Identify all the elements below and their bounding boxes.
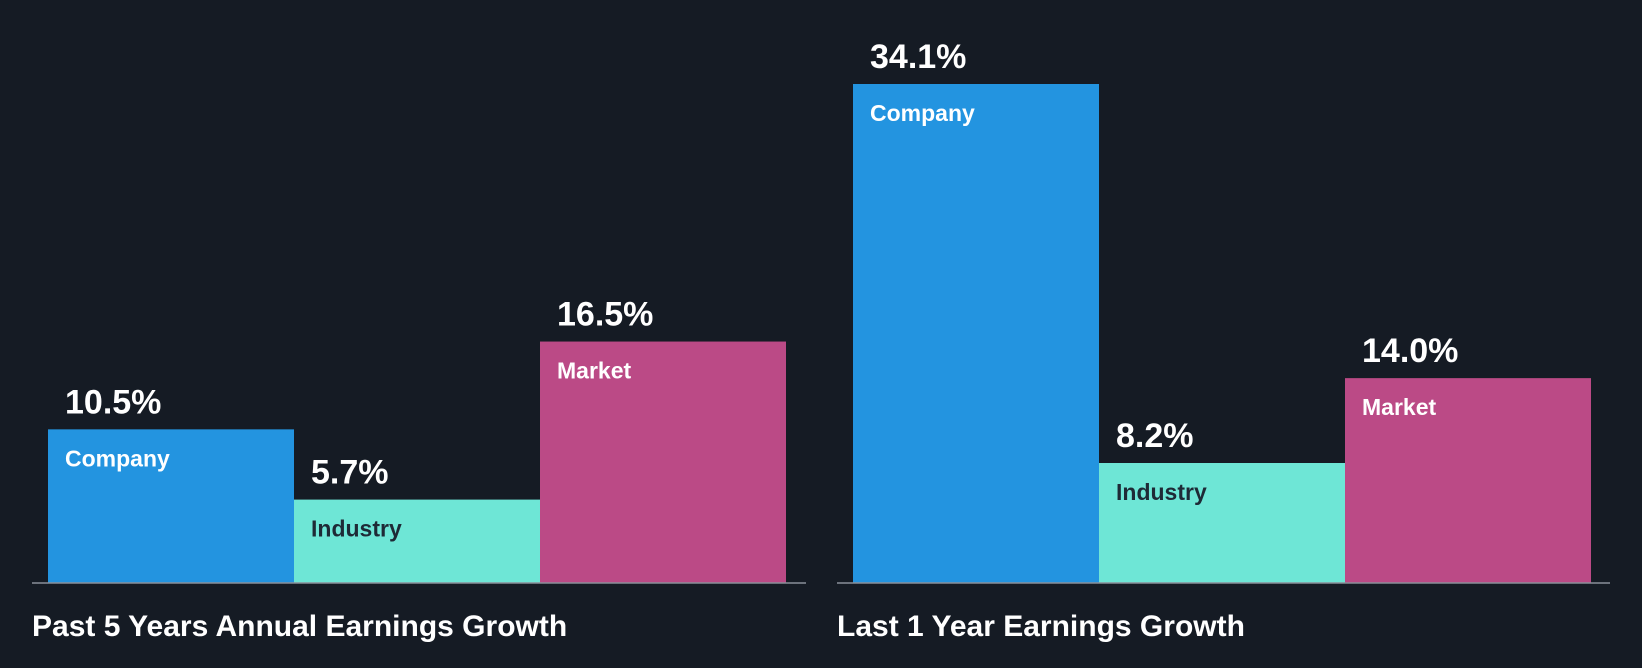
value-label-company: 10.5% (65, 383, 161, 421)
value-label-market: 14.0% (1362, 332, 1458, 370)
bar-company (853, 84, 1099, 583)
chart-title: Past 5 Years Annual Earnings Growth (32, 610, 567, 643)
bar-industry (294, 499, 540, 583)
category-label-market: Market (1362, 394, 1436, 420)
category-label-company: Company (870, 100, 975, 126)
value-label-industry: 8.2% (1116, 417, 1194, 455)
chart-title: Last 1 Year Earnings Growth (837, 610, 1245, 643)
value-label-industry: 5.7% (311, 454, 389, 492)
chart-panel-2: 34.1% Company 8.2% Industry 14.0% Market Last … (837, 38, 1610, 643)
bar-market (540, 341, 786, 583)
category-label-industry: Industry (1116, 479, 1207, 505)
category-label-market: Market (557, 358, 631, 384)
value-label-company: 34.1% (870, 38, 966, 76)
category-label-company: Company (65, 445, 170, 471)
bar-industry (1099, 463, 1345, 583)
value-label-market: 16.5% (557, 296, 653, 334)
bar-market (1345, 378, 1591, 583)
category-label-industry: Industry (311, 516, 402, 542)
bar-company (48, 429, 294, 583)
chart-panel-1: 10.5% Company 5.7% Industry 16.5% Market Past … (32, 296, 806, 643)
